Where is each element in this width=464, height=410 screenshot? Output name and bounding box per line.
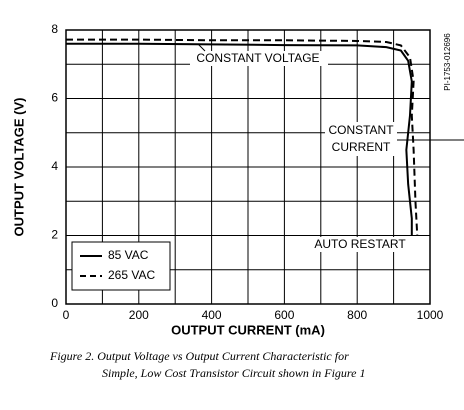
plot-frame [65,29,431,305]
label-bg [190,51,328,66]
x-tick-label: 400 [202,308,222,322]
annotation: CURRENT [332,140,391,154]
figure-id: PI-1753-012696 [443,33,452,91]
x-axis-label: OUTPUT CURRENT (mA) [171,322,325,337]
y-tick-label: 6 [51,91,58,105]
y-axis-label: OUTPUT VOLTAGE (V) [11,98,26,237]
x-tick-label: 200 [129,308,149,322]
x-tick-label: 800 [347,308,367,322]
legend-label: 265 VAC [108,268,155,282]
y-tick-label: 8 [51,22,58,36]
x-tick-label: 1000 [417,308,444,322]
label-bg [325,122,397,156]
y-tick-label: 2 [51,228,58,242]
y-tick-label: 0 [51,296,58,310]
legend-box [71,241,171,291]
caption: Simple, Low Cost Transistor Circuit show… [102,366,365,380]
label-bg [314,237,406,252]
x-tick-label: 0 [63,308,70,322]
legend-label: 85 VAC [108,248,149,262]
x-tick-label: 600 [274,308,294,322]
y-tick-label: 4 [51,159,58,173]
series-line [66,38,419,236]
series-line [66,42,413,236]
annotation: CONSTANT [328,123,394,137]
annotation: CONSTANT VOLTAGE [196,51,319,65]
annotation: AUTO RESTART [314,237,406,251]
caption: Figure 2. Output Voltage vs Output Curre… [49,349,349,363]
